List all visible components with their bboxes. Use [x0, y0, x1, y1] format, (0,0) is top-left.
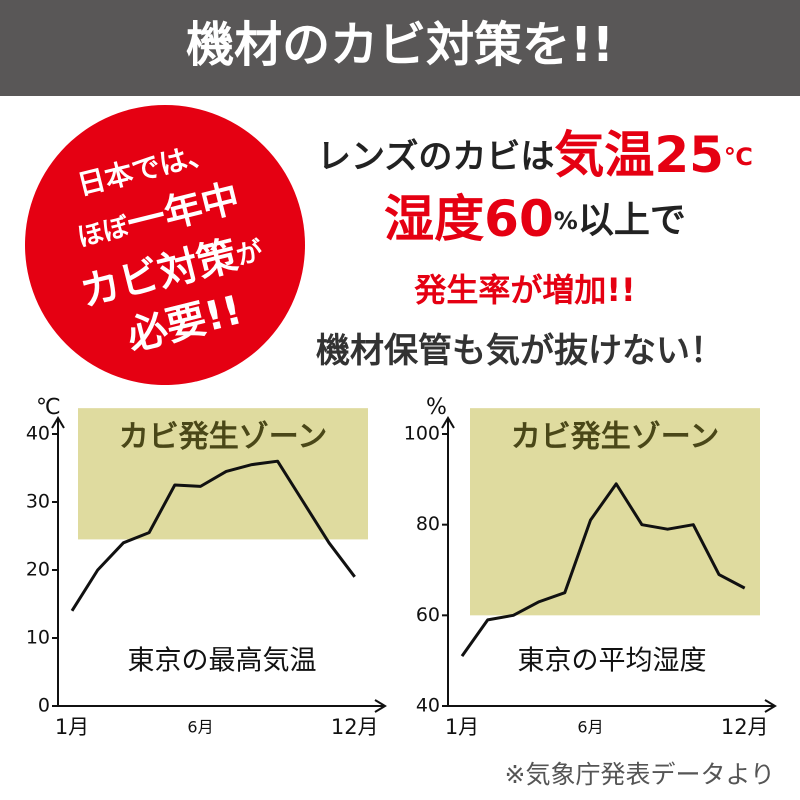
axis-arrow	[374, 699, 387, 713]
message-line: 発生率が増加!!	[413, 271, 635, 309]
x-tick-label: 6月	[577, 718, 603, 737]
mold-zone	[470, 408, 760, 616]
y-tick-label: 30	[26, 491, 50, 513]
y-tick-label: 80	[416, 513, 440, 535]
message-text: 気温25	[554, 126, 724, 184]
message-text: レンズのカビは	[317, 137, 554, 177]
x-tick-label: 6月	[187, 718, 213, 737]
message-text: ℃	[724, 143, 753, 171]
axis-arrow	[764, 699, 777, 713]
data-line	[70, 459, 356, 612]
badge: 日本では、 ほぼ一年中 カビ対策が 必要!!	[25, 105, 305, 385]
chart-title: 東京の最高気温	[128, 646, 317, 677]
message-text: 発生率が増加!!	[413, 271, 635, 309]
footer-note: ※気象庁発表データより	[505, 760, 775, 789]
y-tick-label: 60	[416, 604, 440, 626]
message-text: 以上で	[578, 200, 686, 241]
y-tick-label: 20	[26, 559, 50, 581]
data-line	[460, 482, 746, 658]
axis-arrow	[51, 416, 65, 429]
x-tick-label: 12月	[331, 715, 379, 739]
y-tick-label: 40	[416, 695, 440, 717]
axis-arrow	[441, 416, 455, 429]
message-text: 機材保管も気が抜けない！	[316, 331, 724, 371]
message-text: 湿度60	[384, 190, 554, 248]
header-band	[0, 0, 800, 96]
header-title: 機材のカビ対策を!!	[186, 17, 614, 73]
badge-circle	[25, 105, 305, 385]
y-tick-label: 100	[404, 423, 440, 445]
y-tick-label: 40	[26, 423, 50, 445]
message-line: 機材保管も気が抜けない！	[316, 331, 724, 371]
zone-label: カビ発生ゾーン	[119, 420, 328, 455]
y-unit: ℃	[36, 395, 61, 420]
y-unit: %	[426, 395, 447, 420]
y-tick-label: 10	[26, 627, 50, 649]
message-text: %	[554, 207, 578, 235]
x-tick-label: 12月	[721, 715, 769, 739]
zone-label: カビ発生ゾーン	[511, 420, 720, 455]
chart-title: 東京の平均湿度	[518, 646, 707, 677]
x-tick-label: 1月	[55, 715, 89, 739]
message-line: 湿度60%以上で	[384, 190, 686, 248]
y-tick-label: 0	[38, 695, 50, 717]
message-line: レンズのカビは気温25℃	[317, 126, 753, 184]
x-tick-label: 1月	[445, 715, 479, 739]
